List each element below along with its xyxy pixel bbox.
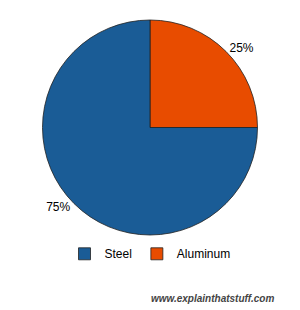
svg-text:75%: 75% [46, 200, 70, 214]
svg-text:25%: 25% [230, 41, 254, 55]
svg-text:Aluminum: Aluminum [177, 247, 230, 261]
svg-text:www.explainthatstuff.com: www.explainthatstuff.com [151, 293, 274, 304]
svg-text:Steel: Steel [105, 247, 132, 261]
